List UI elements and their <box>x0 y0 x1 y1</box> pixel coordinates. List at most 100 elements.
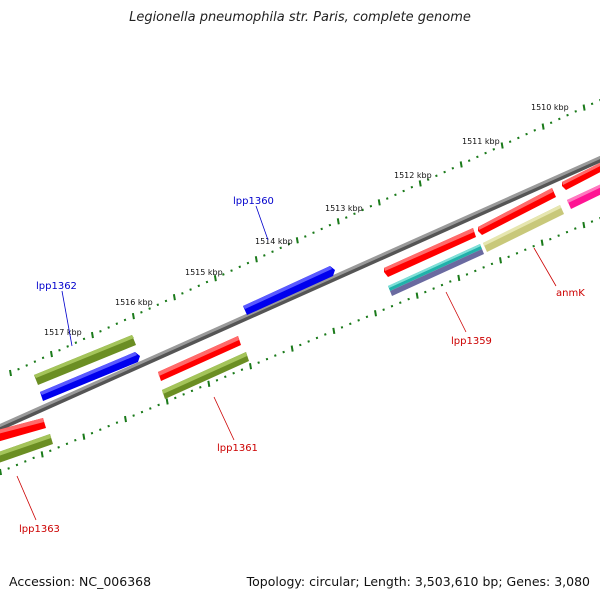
feature-lpp1363-olive[interactable] <box>0 434 53 466</box>
gene-label-lpp1360[interactable]: lpp1360 <box>233 196 274 207</box>
tick-label-1511: 1511 kbp <box>462 137 500 146</box>
tick-outer-mark <box>517 136 520 140</box>
tick-outer-mark <box>164 299 168 303</box>
tick-outer-mark <box>467 159 471 162</box>
tick-inner-mark <box>124 415 127 423</box>
tick-inner-mark <box>582 221 586 229</box>
tick-inner-mark <box>382 308 385 312</box>
tick-label-1515: 1515 kbp <box>185 268 223 277</box>
tick-outer-mark <box>476 155 479 159</box>
tick-outer-mark <box>156 303 160 307</box>
tick-inner-mark <box>132 414 135 417</box>
gene-label-lpp1363[interactable]: lpp1363 <box>19 524 60 535</box>
tick-outer-mark <box>353 212 356 216</box>
tick-outer-mark <box>49 350 53 358</box>
tick-inner-mark <box>449 280 452 283</box>
tick-inner-mark <box>190 389 194 393</box>
tick-inner-mark <box>74 438 77 442</box>
tick-outer-mark <box>213 275 217 282</box>
tick-outer-mark <box>189 288 192 291</box>
tick-outer-mark <box>82 337 86 341</box>
tick-outer-mark <box>205 280 209 284</box>
tick-inner-mark <box>532 244 535 248</box>
tick-inner-mark <box>115 421 119 424</box>
tick-inner-mark <box>507 255 510 259</box>
tick-inner-mark <box>457 274 461 282</box>
tick-outer-mark <box>508 140 512 143</box>
tick-outer-mark <box>295 237 299 244</box>
tick-outer-mark <box>99 330 102 333</box>
tick-inner-mark <box>499 257 502 264</box>
tick-inner-mark <box>232 371 235 375</box>
tick-outer-mark <box>525 132 528 136</box>
tick-inner-mark <box>282 350 285 354</box>
tick-inner-mark <box>215 378 219 382</box>
tick-inner-mark <box>90 431 94 435</box>
tick-outer-mark <box>41 356 45 360</box>
tick-inner-mark <box>315 336 319 340</box>
tick-inner-mark <box>40 451 44 458</box>
tick-outer-mark <box>533 129 537 132</box>
tick-inner-mark <box>32 456 35 460</box>
feature-lpp1359[interactable] <box>388 244 484 296</box>
tick-inner-mark <box>440 283 444 287</box>
feature-lpp1362[interactable] <box>34 335 136 385</box>
tick-inner-mark <box>390 304 394 308</box>
tick-outer-mark <box>66 345 69 348</box>
tick-inner-mark <box>432 287 435 290</box>
feature-red-anmK[interactable] <box>478 188 556 235</box>
map-title: Legionella pneumophila str. Paris, compl… <box>129 10 471 25</box>
gene-label-anmK[interactable]: anmK <box>556 288 585 299</box>
tick-outer-mark <box>558 117 561 121</box>
tick-inner-mark <box>182 393 185 396</box>
feature-anmK[interactable] <box>483 205 564 252</box>
tick-outer-mark <box>402 189 405 193</box>
tick-outer-mark <box>566 113 569 117</box>
tick-outer-mark <box>107 326 110 329</box>
tick-outer-mark <box>574 110 577 113</box>
tick-outer-mark <box>230 269 233 272</box>
feature-lpp1363-red[interactable] <box>0 418 46 444</box>
tick-inner-mark <box>24 460 27 463</box>
tick-outer-mark <box>123 318 127 322</box>
tick-label-1512: 1512 kbp <box>394 171 432 180</box>
tick-outer-mark <box>58 348 61 352</box>
tick-outer-mark <box>459 161 463 168</box>
gene-label-lpp1362[interactable]: lpp1362 <box>36 281 77 292</box>
feature-red-right[interactable] <box>562 158 600 190</box>
tick-inner-mark <box>515 251 519 255</box>
tick-inner-mark <box>82 433 86 440</box>
feature-lpp1361-olive[interactable] <box>162 352 249 399</box>
tick-inner-mark <box>365 315 369 319</box>
feature-magenta-right[interactable] <box>567 180 600 209</box>
tick-outer-mark <box>418 180 422 187</box>
tick-outer-mark <box>312 231 315 234</box>
gene-label-lpp1361[interactable]: lpp1361 <box>217 443 258 454</box>
tick-outer-mark <box>271 250 274 253</box>
tick-outer-mark <box>328 223 332 227</box>
feature-blue-left[interactable] <box>40 352 140 401</box>
tick-inner-mark <box>465 273 469 276</box>
tick-inner-mark <box>540 239 544 246</box>
tick-inner-mark <box>149 407 152 410</box>
tick-inner-mark <box>107 424 110 428</box>
tick-outer-mark <box>541 123 545 130</box>
tick-inner-mark <box>265 357 269 361</box>
tick-inner-mark <box>349 322 352 326</box>
tick-label-1510: 1510 kbp <box>531 103 569 112</box>
tick-inner-mark <box>340 326 344 329</box>
footer-accession: Accession: NC_006368 <box>9 574 152 589</box>
feature-lpp1360[interactable] <box>243 266 335 315</box>
feature-lpp1361-red[interactable] <box>158 336 241 381</box>
gene-label-lpp1359[interactable]: lpp1359 <box>451 336 492 347</box>
tick-outer-mark <box>140 311 143 314</box>
tick-outer-mark <box>385 197 389 200</box>
tick-inner-mark <box>140 410 144 414</box>
feature-red-1359[interactable] <box>384 228 476 277</box>
tick-outer-mark <box>492 148 496 151</box>
tick-outer-mark <box>90 331 94 339</box>
tick-outer-mark <box>74 341 78 344</box>
tick-outer-mark <box>582 104 586 111</box>
tick-inner-mark <box>99 428 102 431</box>
